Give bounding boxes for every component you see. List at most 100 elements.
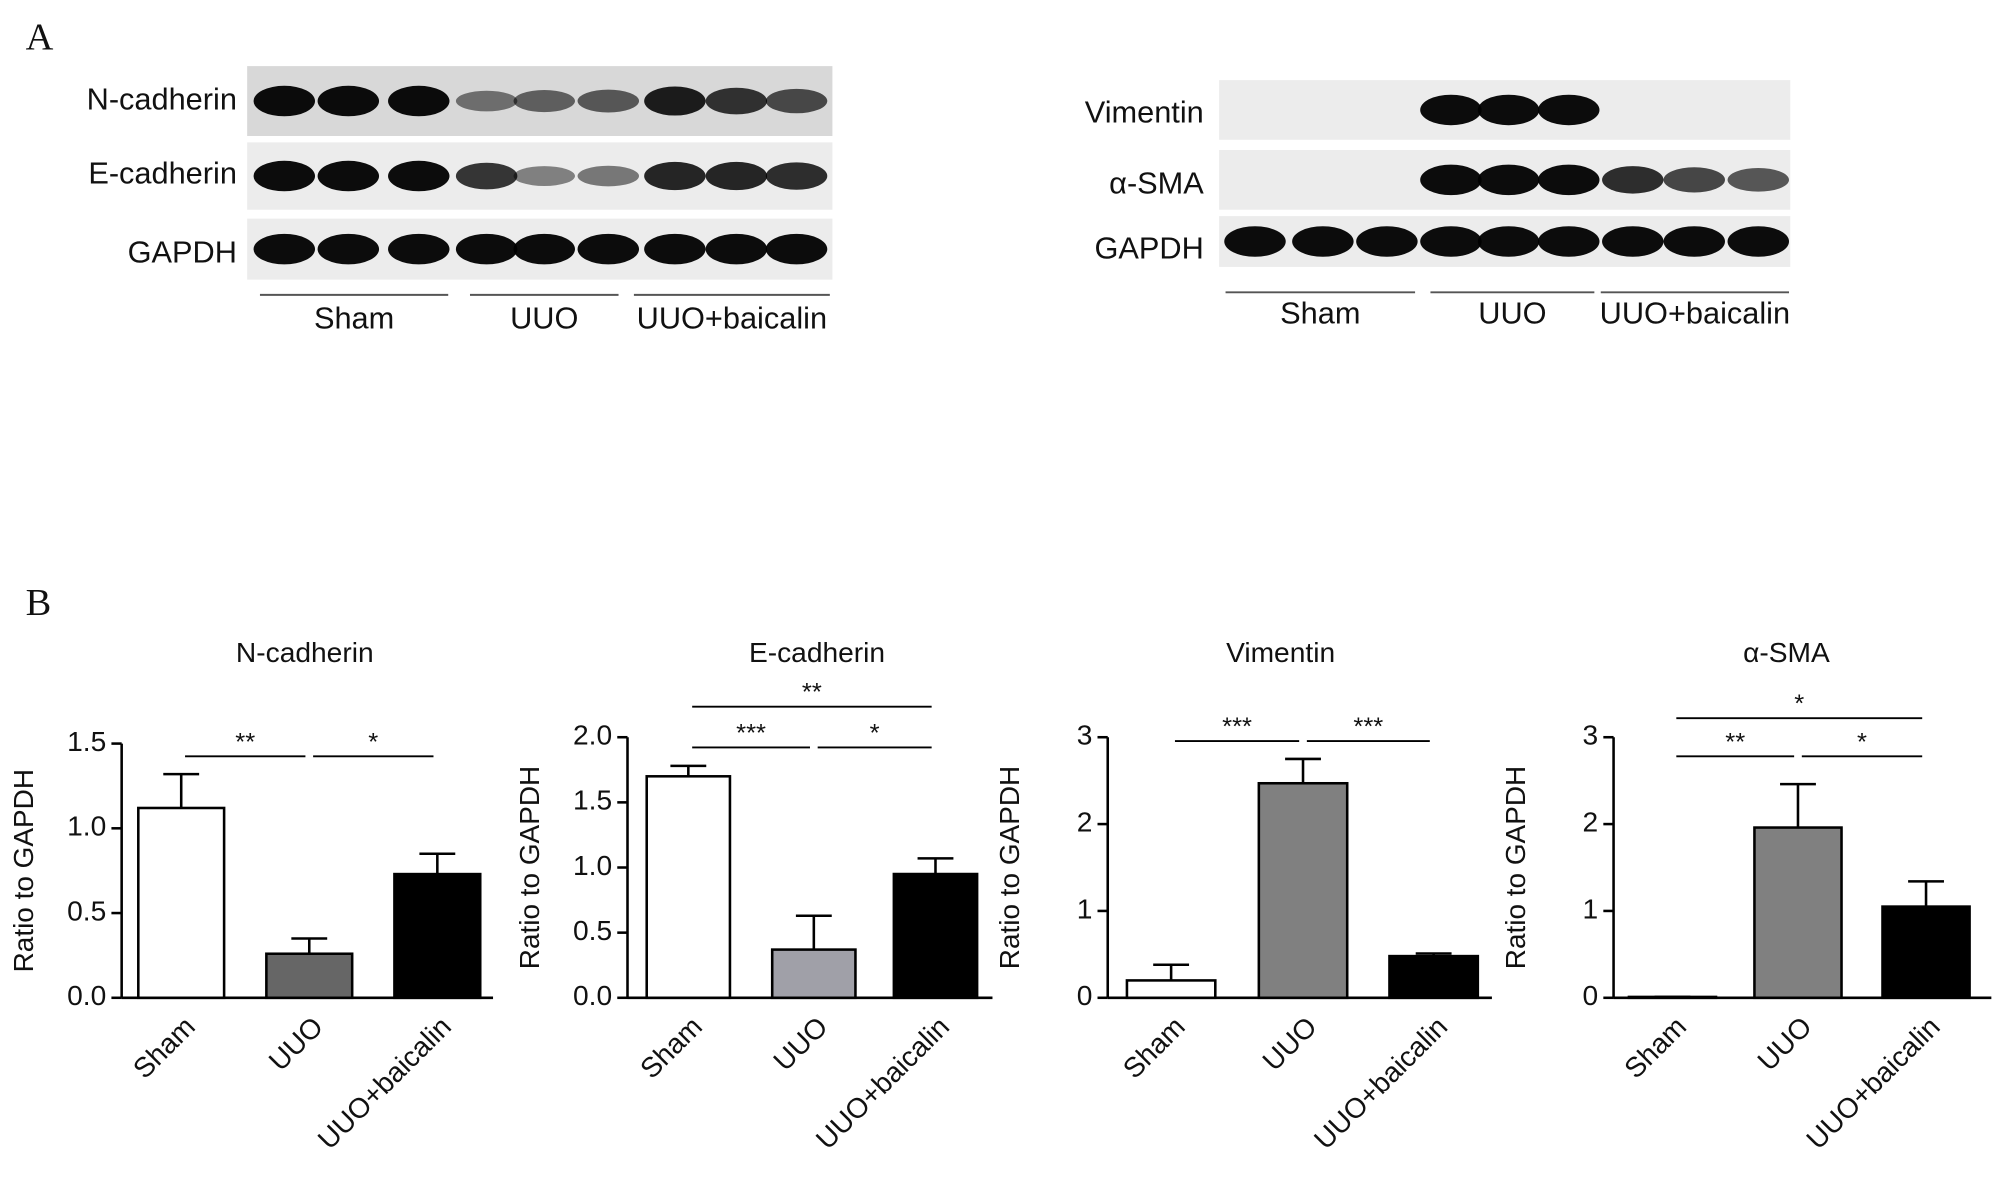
blot-band: [455, 233, 518, 265]
blot-band: [1477, 164, 1540, 196]
error-bar: [419, 852, 456, 875]
blot-band: [705, 87, 768, 115]
error-bar: [1153, 963, 1190, 981]
significance-label: ***: [1353, 713, 1383, 741]
significance-label: *: [368, 728, 378, 756]
bar: [1388, 954, 1480, 1000]
blot-band: [253, 160, 316, 192]
group-label: Sham: [1280, 296, 1360, 330]
blot-band: [388, 233, 450, 265]
significance-label: *: [1857, 728, 1867, 756]
blot-band: [1663, 167, 1725, 193]
error-bar: [163, 772, 200, 808]
blot-band: [1420, 226, 1482, 257]
y-tick-label: 0: [1077, 980, 1093, 1011]
blot-band: [388, 85, 450, 117]
y-tick-label: 0: [1583, 980, 1599, 1011]
significance-label: **: [802, 679, 822, 707]
significance-label: ***: [1222, 713, 1252, 741]
bar: [892, 872, 979, 1000]
error-bar: [291, 937, 328, 954]
y-tick-label: 1: [1583, 893, 1599, 924]
blot-band: [513, 233, 575, 265]
y-tick-label: 2.0: [573, 720, 612, 751]
bar: [1753, 826, 1843, 1000]
y-tick-label: 0.0: [573, 980, 612, 1011]
blot-band: [317, 233, 380, 265]
blot-band: [1602, 166, 1664, 194]
y-axis-label: Ratio to GAPDH: [8, 769, 39, 972]
significance-label: *: [870, 719, 880, 747]
x-tick-label: Sham: [127, 1011, 201, 1084]
blot-band: [765, 88, 828, 114]
blot-band: [253, 85, 316, 117]
blot-band: [1292, 226, 1354, 257]
bar: [393, 872, 482, 1000]
y-tick-label: 1: [1077, 893, 1093, 924]
blot-band: [1602, 226, 1664, 257]
x-tick-label: UUO+baicalin: [312, 1011, 457, 1155]
y-tick-label: 0.0: [67, 980, 106, 1011]
blot-band: [577, 165, 640, 187]
blot-band: [253, 233, 316, 265]
x-tick-label: UUO+baicalin: [1308, 1011, 1453, 1155]
panel-label: B: [26, 582, 52, 624]
significance-label: **: [235, 728, 255, 756]
blot-row-label: GAPDH: [1095, 232, 1204, 266]
blot-band: [317, 160, 380, 192]
group-label: UUO: [1478, 296, 1546, 330]
blot-band: [577, 89, 640, 113]
blot-row-label: N-cadherin: [87, 83, 237, 117]
bar: [770, 948, 857, 1000]
x-tick-label: UUO: [1257, 1011, 1323, 1077]
blot-row-label: E-cadherin: [88, 157, 237, 191]
blot-row-label: Vimentin: [1085, 96, 1204, 130]
y-tick-label: 2: [1077, 807, 1093, 838]
y-tick-label: 2: [1583, 807, 1599, 838]
blot-row-label: α-SMA: [1109, 167, 1204, 201]
y-tick-label: 1.0: [573, 850, 612, 881]
y-tick-label: 1.5: [573, 785, 612, 816]
blot-band: [1477, 94, 1540, 126]
blot-band: [644, 86, 706, 116]
blot-band: [1538, 164, 1600, 196]
blot-band: [765, 162, 828, 190]
x-tick-label: UUO: [767, 1011, 833, 1077]
significance-label: ***: [736, 719, 766, 747]
x-tick-label: Sham: [1117, 1011, 1191, 1084]
group-label: UUO: [510, 301, 578, 335]
blot-band: [1727, 226, 1790, 257]
blot-band: [577, 233, 640, 265]
x-tick-label: Sham: [1618, 1011, 1692, 1084]
blot-band: [1420, 94, 1482, 126]
blot-row-label: GAPDH: [128, 235, 237, 269]
x-tick-label: UUO+baicalin: [1800, 1011, 1945, 1155]
blot-band: [1538, 94, 1600, 126]
blot-band: [1356, 226, 1418, 257]
chart-title: Vimentin: [1226, 637, 1335, 668]
group-label: UUO+baicalin: [1600, 296, 1790, 330]
blot-band: [317, 85, 380, 117]
group-label: Sham: [314, 301, 394, 335]
significance-label: *: [1794, 690, 1804, 718]
blot-band: [705, 233, 768, 265]
blot-band: [1420, 164, 1482, 196]
chart-title: α-SMA: [1743, 637, 1830, 668]
bar: [1257, 781, 1349, 1000]
bar: [1881, 905, 1971, 1000]
error-bar: [1780, 782, 1816, 828]
bar: [265, 952, 354, 1000]
blot-band: [1224, 226, 1286, 257]
bar: [137, 806, 226, 1000]
blot-band: [1477, 226, 1540, 257]
x-tick-label: Sham: [634, 1011, 708, 1084]
y-tick-label: 1.0: [67, 811, 106, 842]
blot-band: [765, 233, 828, 265]
blot-band: [513, 166, 575, 186]
x-tick-label: UUO: [1752, 1011, 1818, 1077]
error-bar: [795, 914, 832, 950]
error-bar: [1908, 880, 1944, 907]
y-tick-label: 0.5: [573, 915, 612, 946]
y-axis-label: Ratio to GAPDH: [1500, 766, 1531, 969]
